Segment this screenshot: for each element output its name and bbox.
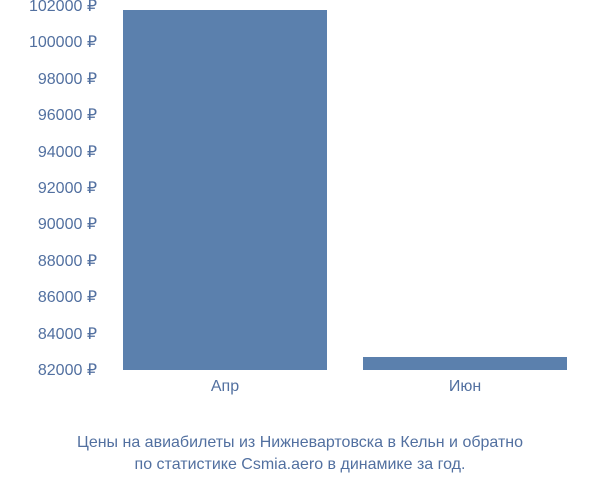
x-tick-label: Апр <box>211 378 239 396</box>
y-tick-label: 100000 ₽ <box>29 32 97 52</box>
y-tick-label: 82000 ₽ <box>38 360 97 380</box>
bar <box>363 357 567 370</box>
y-tick-label: 96000 ₽ <box>38 105 97 125</box>
y-axis: 82000 ₽84000 ₽86000 ₽88000 ₽90000 ₽92000… <box>0 0 105 370</box>
bar <box>123 10 327 370</box>
x-tick-label: Июн <box>449 378 481 396</box>
y-tick-label: 88000 ₽ <box>38 251 97 271</box>
caption-line-1: Цены на авиабилеты из Нижневартовска в К… <box>77 434 523 451</box>
chart-caption: Цены на авиабилеты из Нижневартовска в К… <box>0 432 600 477</box>
x-axis: Апр Июн <box>105 378 585 408</box>
y-tick-label: 84000 ₽ <box>38 324 97 344</box>
y-tick-label: 92000 ₽ <box>38 178 97 198</box>
y-tick-label: 98000 ₽ <box>38 69 97 89</box>
bar-chart: 82000 ₽ 84000 ₽ 86000 ₽ 88000 ₽ 90000 ₽ 92000… <box>0 0 600 420</box>
plot-area <box>105 0 585 370</box>
y-tick-label: 86000 ₽ <box>38 287 97 307</box>
y-tick-label: 94000 ₽ <box>38 142 97 162</box>
y-tick-label: 90000 ₽ <box>38 214 97 234</box>
y-tick-label: 102000 ₽ <box>29 0 97 16</box>
caption-line-2: по статистике Csmia.aero в динамике за г… <box>135 456 466 473</box>
